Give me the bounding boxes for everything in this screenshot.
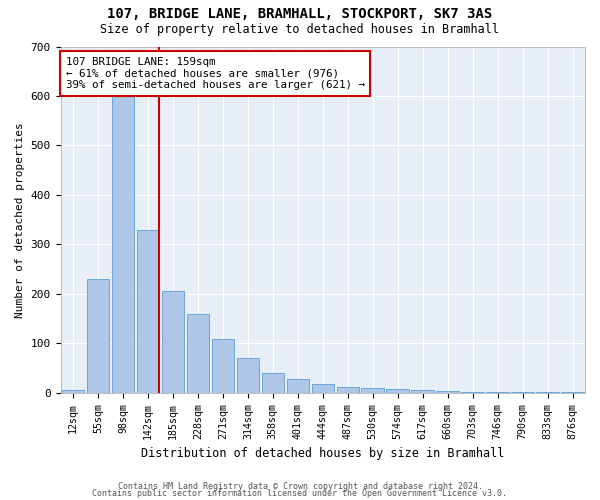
Bar	[436, 392, 459, 393]
Bar	[187, 314, 209, 393]
Bar	[412, 390, 434, 393]
Text: 107 BRIDGE LANE: 159sqm
← 61% of detached houses are smaller (976)
39% of semi-d: 107 BRIDGE LANE: 159sqm ← 61% of detache…	[66, 57, 365, 90]
Y-axis label: Number of detached properties: Number of detached properties	[15, 122, 25, 318]
Bar	[361, 388, 384, 393]
Text: 107, BRIDGE LANE, BRAMHALL, STOCKPORT, SK7 3AS: 107, BRIDGE LANE, BRAMHALL, STOCKPORT, S…	[107, 8, 493, 22]
Bar	[287, 379, 309, 393]
Bar	[212, 338, 234, 393]
Bar	[236, 358, 259, 393]
Bar	[487, 392, 509, 393]
Bar	[87, 279, 109, 393]
Bar	[137, 230, 159, 393]
Bar	[262, 373, 284, 393]
Bar	[62, 390, 84, 393]
Text: Contains HM Land Registry data © Crown copyright and database right 2024.: Contains HM Land Registry data © Crown c…	[118, 482, 482, 491]
X-axis label: Distribution of detached houses by size in Bramhall: Distribution of detached houses by size …	[141, 447, 505, 460]
Bar	[161, 292, 184, 393]
Bar	[337, 386, 359, 393]
Bar	[112, 88, 134, 393]
Text: Size of property relative to detached houses in Bramhall: Size of property relative to detached ho…	[101, 22, 499, 36]
Bar	[311, 384, 334, 393]
Text: Contains public sector information licensed under the Open Government Licence v3: Contains public sector information licen…	[92, 490, 508, 498]
Bar	[461, 392, 484, 393]
Bar	[386, 390, 409, 393]
